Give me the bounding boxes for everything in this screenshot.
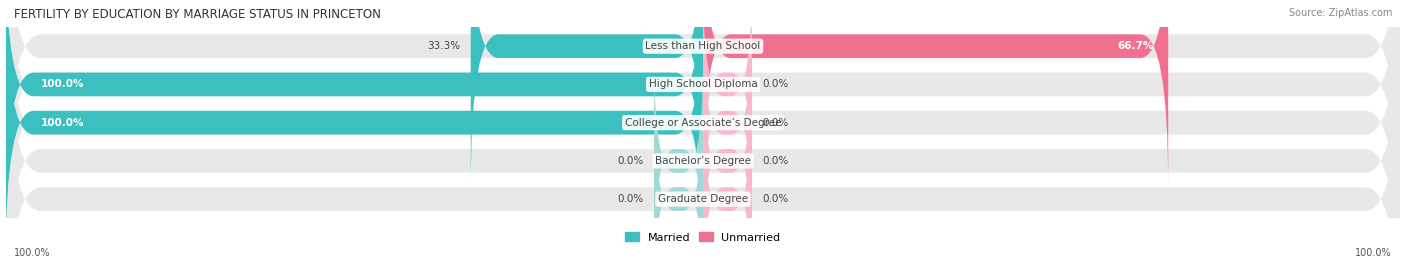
FancyBboxPatch shape — [703, 58, 752, 264]
FancyBboxPatch shape — [6, 0, 1400, 269]
FancyBboxPatch shape — [6, 0, 1400, 269]
Text: 33.3%: 33.3% — [427, 41, 460, 51]
Text: 0.0%: 0.0% — [762, 118, 789, 128]
Text: 100.0%: 100.0% — [1355, 248, 1392, 258]
Legend: Married, Unmarried: Married, Unmarried — [621, 228, 785, 247]
FancyBboxPatch shape — [703, 20, 752, 225]
Text: 0.0%: 0.0% — [617, 194, 644, 204]
Text: Bachelor’s Degree: Bachelor’s Degree — [655, 156, 751, 166]
FancyBboxPatch shape — [654, 58, 703, 264]
Text: Graduate Degree: Graduate Degree — [658, 194, 748, 204]
FancyBboxPatch shape — [6, 0, 703, 225]
Text: 0.0%: 0.0% — [762, 156, 789, 166]
Text: Less than High School: Less than High School — [645, 41, 761, 51]
Text: 0.0%: 0.0% — [762, 79, 789, 89]
FancyBboxPatch shape — [6, 0, 1400, 264]
Text: 66.7%: 66.7% — [1118, 41, 1154, 51]
FancyBboxPatch shape — [6, 20, 1400, 269]
Text: 100.0%: 100.0% — [41, 118, 84, 128]
FancyBboxPatch shape — [703, 0, 752, 187]
FancyBboxPatch shape — [6, 0, 703, 264]
Text: High School Diploma: High School Diploma — [648, 79, 758, 89]
FancyBboxPatch shape — [654, 96, 703, 269]
Text: 100.0%: 100.0% — [41, 79, 84, 89]
FancyBboxPatch shape — [703, 0, 1168, 187]
FancyBboxPatch shape — [703, 96, 752, 269]
FancyBboxPatch shape — [6, 0, 1400, 225]
FancyBboxPatch shape — [471, 0, 703, 187]
Text: College or Associate’s Degree: College or Associate’s Degree — [624, 118, 782, 128]
Text: Source: ZipAtlas.com: Source: ZipAtlas.com — [1288, 8, 1392, 18]
Text: 0.0%: 0.0% — [617, 156, 644, 166]
Text: FERTILITY BY EDUCATION BY MARRIAGE STATUS IN PRINCETON: FERTILITY BY EDUCATION BY MARRIAGE STATU… — [14, 8, 381, 21]
Text: 0.0%: 0.0% — [762, 194, 789, 204]
Text: 100.0%: 100.0% — [14, 248, 51, 258]
